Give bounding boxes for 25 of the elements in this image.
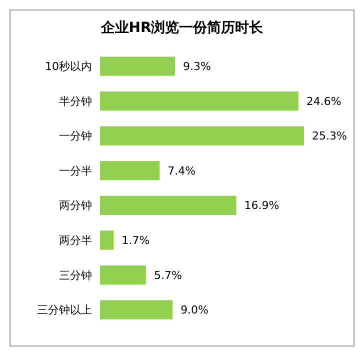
data-label: 16.9% bbox=[244, 199, 280, 212]
y-tick-label: 三分钟 bbox=[59, 268, 92, 282]
data-label: 9.0% bbox=[180, 304, 209, 317]
y-tick-label: 10秒以内 bbox=[45, 60, 92, 74]
bar bbox=[100, 196, 236, 215]
bar bbox=[100, 56, 175, 76]
data-label: 24.6% bbox=[306, 94, 342, 108]
bar bbox=[100, 300, 173, 320]
y-tick-label: 两分半 bbox=[59, 234, 92, 248]
y-tick-label: 一分半 bbox=[59, 164, 92, 178]
data-label: 25.3% bbox=[312, 130, 347, 143]
data-label: 9.3% bbox=[182, 60, 211, 74]
y-tick-label: 一分钟 bbox=[59, 130, 92, 143]
bar bbox=[100, 161, 160, 180]
data-label: 7.4% bbox=[168, 164, 196, 178]
y-tick-label: 半分钟 bbox=[59, 94, 92, 108]
bar bbox=[100, 126, 304, 146]
y-tick-label: 三分钟以上 bbox=[37, 304, 92, 317]
bar bbox=[100, 265, 146, 285]
chart-title: 企业HR浏览一份简历时长 bbox=[100, 19, 264, 36]
bar bbox=[100, 91, 298, 111]
bar bbox=[100, 230, 114, 250]
y-tick-label: 两分钟 bbox=[59, 199, 92, 212]
data-label: 5.7% bbox=[154, 268, 182, 282]
data-label: 1.7% bbox=[122, 234, 150, 248]
